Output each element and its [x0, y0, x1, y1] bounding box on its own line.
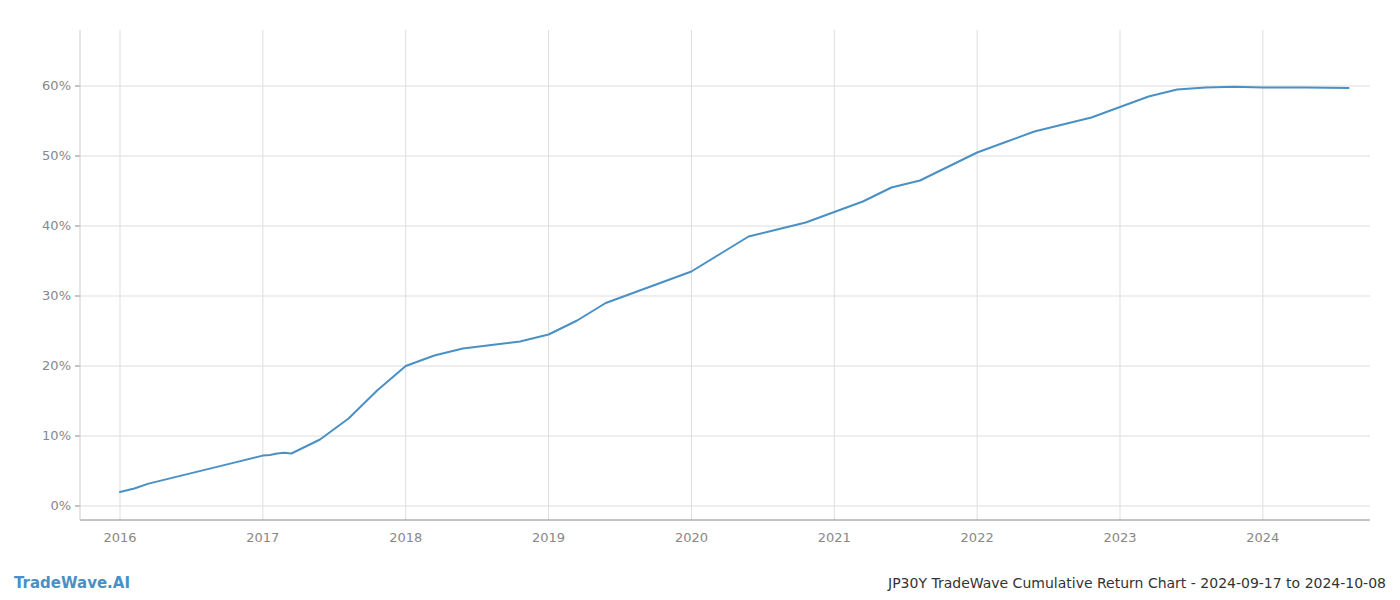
y-grid-line	[80, 506, 1370, 507]
chart: 0% 10% 20% 30% 40% 50% 60% 2016 2017 2018 2019 2020…	[0, 0, 1400, 600]
y-grid-line	[80, 156, 1370, 157]
y-tick-label: 30%	[42, 288, 71, 303]
y-tick	[75, 86, 80, 87]
axes: 0% 10% 20% 30% 40% 50% 60% 2016 2017 2018 2019 2020…	[42, 30, 1370, 545]
y-tick-label: 40%	[42, 218, 71, 233]
y-grid-line	[80, 296, 1370, 297]
x-tick-label: 2017	[246, 530, 279, 545]
y-tick	[75, 436, 80, 437]
grid	[80, 30, 1370, 520]
x-axis-line	[80, 520, 1370, 521]
y-grid-line	[80, 436, 1370, 437]
x-grid-line	[834, 30, 835, 520]
x-tick-label: 2022	[961, 530, 994, 545]
x-grid-line	[977, 30, 978, 520]
line	[120, 87, 1349, 492]
x-tick-label: 2016	[103, 530, 136, 545]
x-grid-line	[1120, 30, 1121, 520]
y-tick	[75, 226, 80, 227]
x-tick-label: 2018	[389, 530, 422, 545]
y-grid-line	[80, 226, 1370, 227]
y-tick-label: 50%	[42, 148, 71, 163]
y-tick	[75, 366, 80, 367]
y-tick	[75, 156, 80, 157]
y-grid-line	[80, 366, 1370, 367]
y-tick-label: 10%	[42, 428, 71, 443]
y-tick-label: 60%	[42, 78, 71, 93]
y-tick-label: 20%	[42, 358, 71, 373]
watermark: TradeWave.AI	[14, 574, 130, 592]
y-tick	[75, 296, 80, 297]
x-grid-line	[548, 30, 549, 520]
x-grid-line	[1262, 30, 1263, 520]
x-tick-label: 2021	[818, 530, 851, 545]
y-axis-line	[80, 30, 81, 520]
title: JP30Y TradeWave Cumulative Return Chart …	[887, 575, 1386, 591]
plot-area	[120, 87, 1349, 492]
x-grid-line	[405, 30, 406, 520]
x-grid-line	[691, 30, 692, 520]
y-tick	[75, 506, 80, 507]
x-grid-line	[262, 30, 263, 520]
x-tick-label: 2020	[675, 530, 708, 545]
y-tick-label: 0%	[50, 498, 71, 513]
x-tick-label: 2024	[1246, 530, 1279, 545]
x-tick-label: 2019	[532, 530, 565, 545]
x-grid-line	[120, 30, 121, 520]
x-tick-label: 2023	[1103, 530, 1136, 545]
y-grid-line	[80, 86, 1370, 87]
